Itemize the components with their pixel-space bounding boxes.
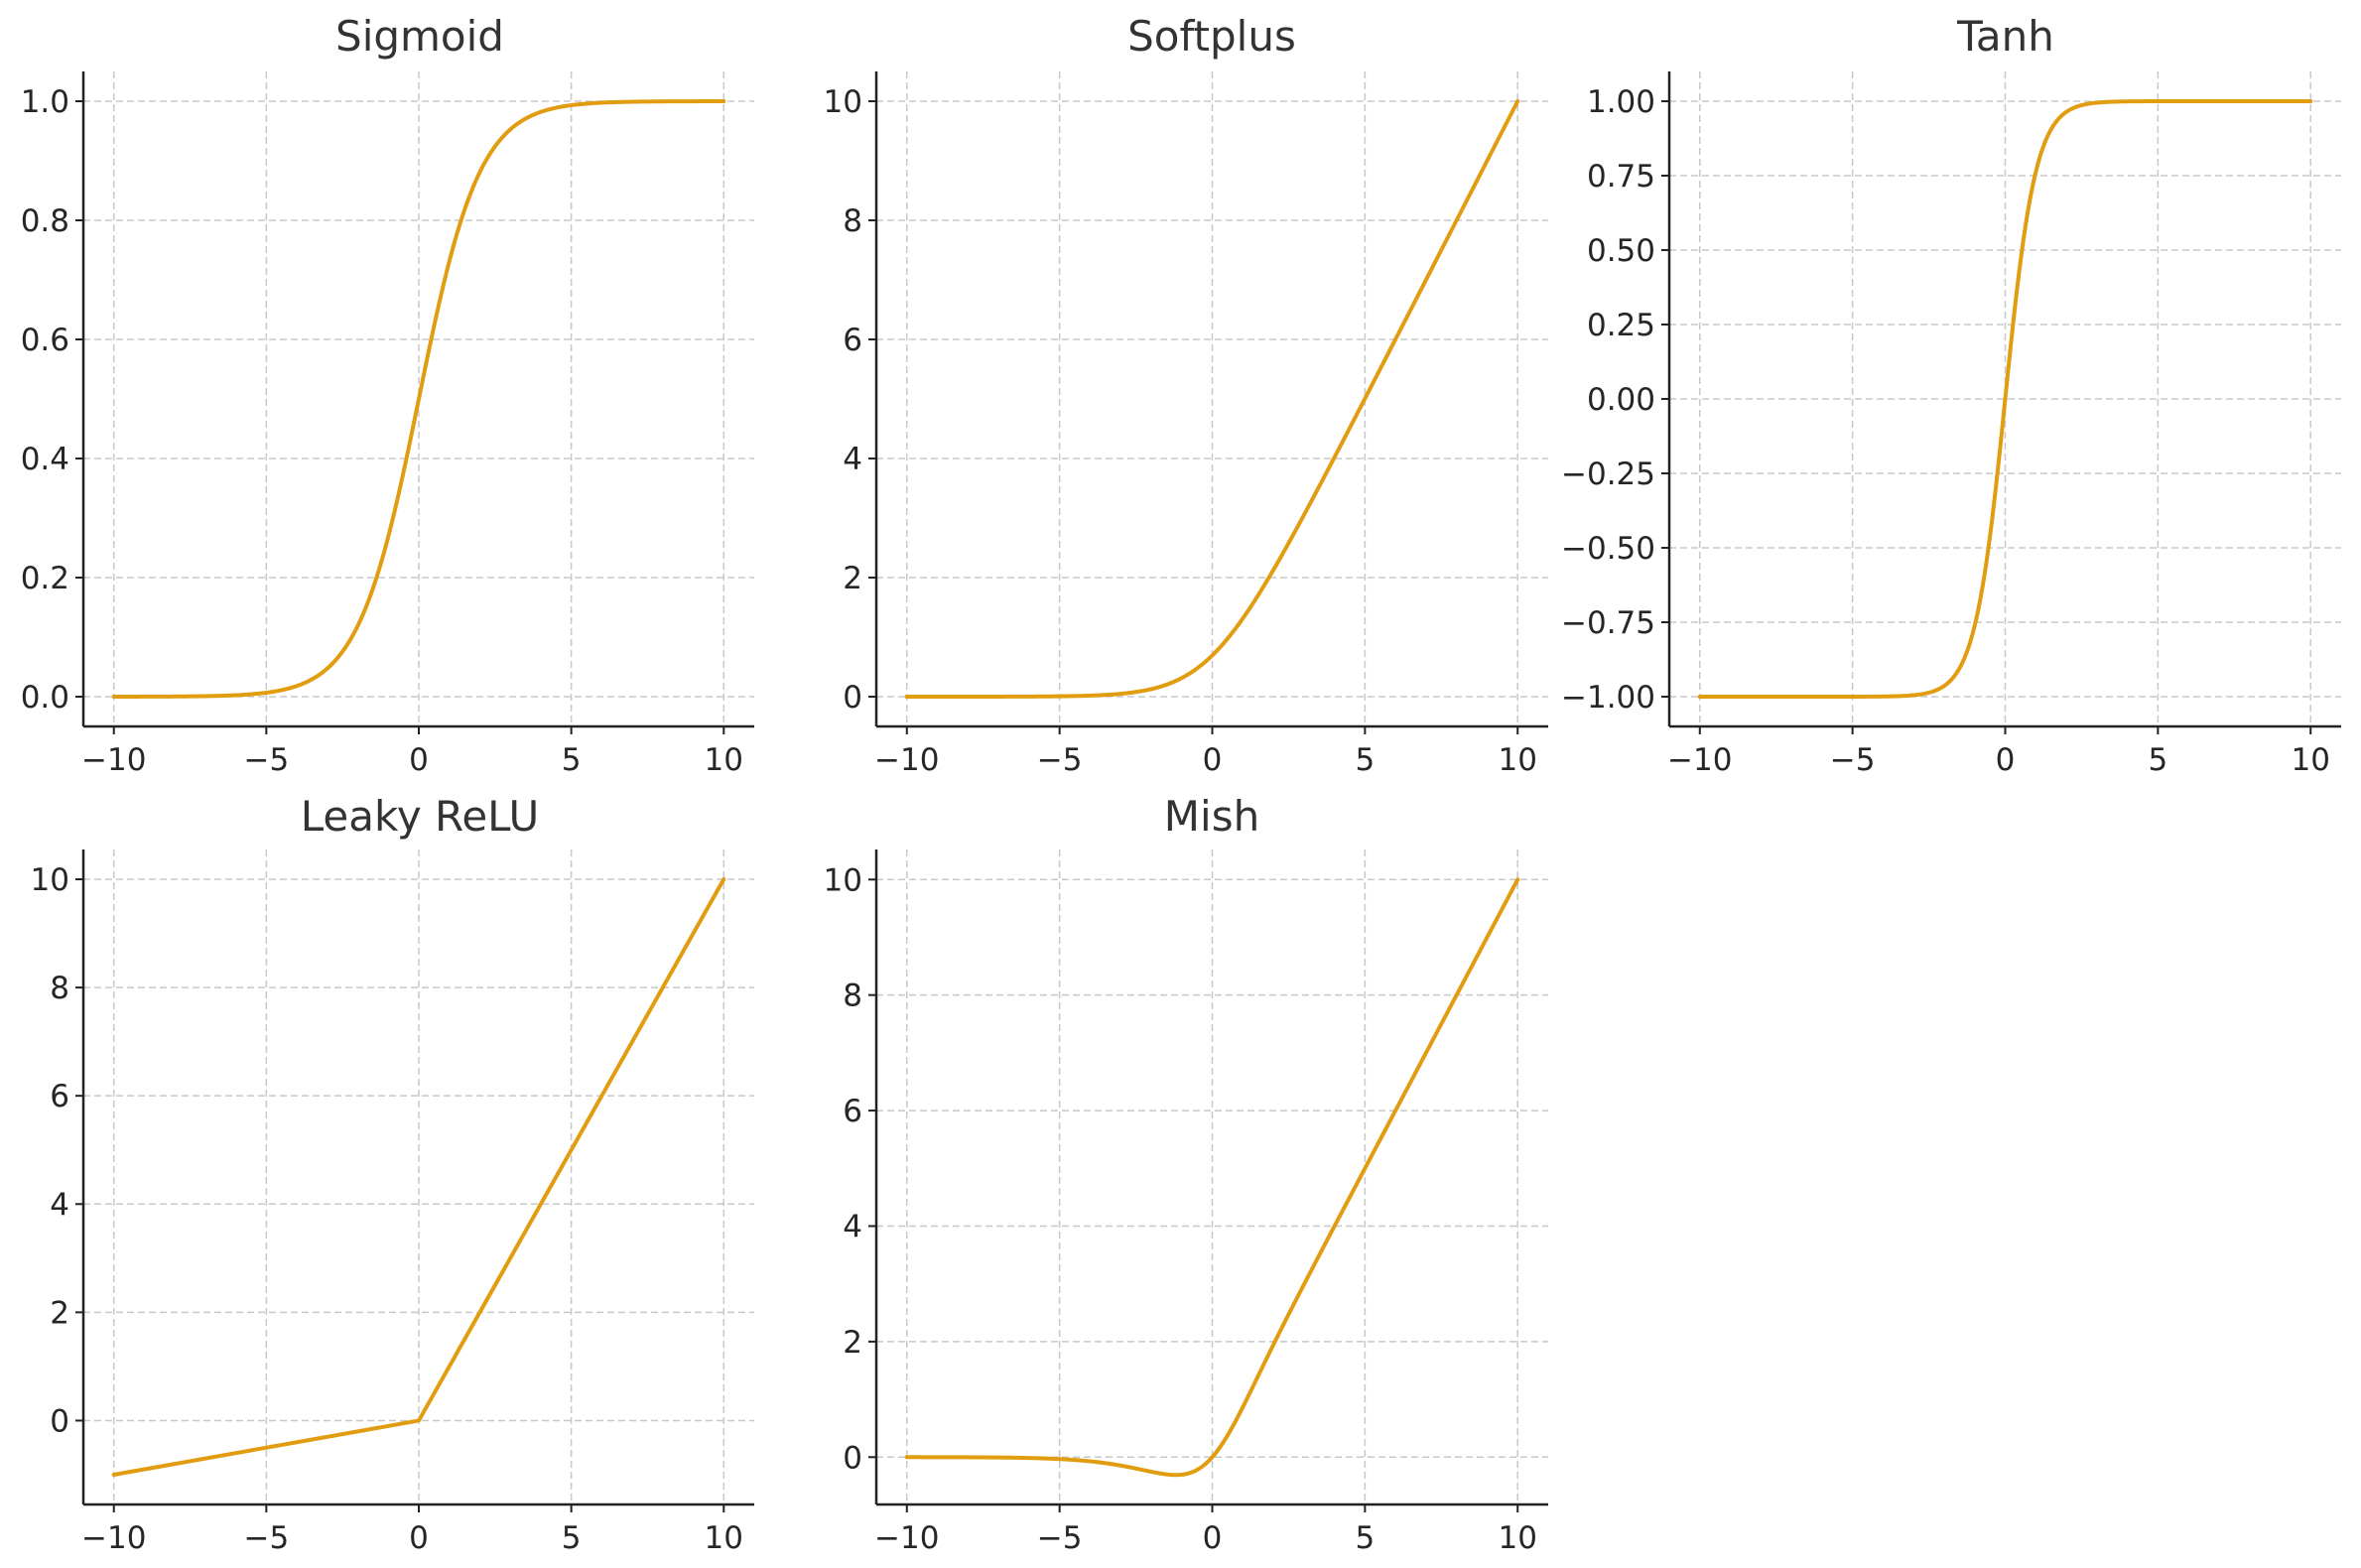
y-tick-label: 8 — [843, 203, 862, 239]
y-tick-label: 2 — [50, 1295, 69, 1331]
y-tick-label: 0.75 — [1587, 159, 1655, 195]
y-tick-label: 6 — [843, 1094, 862, 1129]
y-tick-label: −1.00 — [1561, 680, 1655, 716]
y-tick-label: 0 — [843, 680, 862, 716]
x-tick-label: 10 — [2292, 742, 2330, 778]
chart-leaky-relu: −10 −5 0 5 10 0 2 4 6 8 10 Leaky ReLU — [31, 792, 754, 1556]
chart-title: Tanh — [1956, 12, 2054, 61]
x-tick-label: −10 — [81, 1520, 146, 1556]
series-line-tanh — [1697, 99, 2313, 699]
chart-sigmoid: −10 −5 0 5 10 0.0 0.2 0.4 0.6 0.8 1.0 Sigmoid — [21, 12, 754, 778]
y-tick-label: 8 — [50, 971, 69, 1006]
x-tick-label: −10 — [81, 742, 146, 778]
x-tick-label: 5 — [2148, 742, 2167, 778]
y-tick-label: 6 — [843, 323, 862, 358]
chart-mish: −10 −5 0 5 10 0 2 4 6 8 10 Mish — [824, 792, 1548, 1556]
x-tick-label: 0 — [409, 742, 429, 778]
x-tick-label: −5 — [244, 742, 290, 778]
x-tick-label: 10 — [1499, 742, 1537, 778]
y-tick-label: 0.0 — [21, 680, 69, 716]
x-tick-label: −5 — [1037, 742, 1083, 778]
y-tick-label: 2 — [843, 561, 862, 596]
x-tick-label: 5 — [1355, 1520, 1375, 1556]
y-tick-label: 0.2 — [21, 561, 69, 596]
x-tick-label: 5 — [562, 742, 582, 778]
y-tick-label: 6 — [50, 1079, 69, 1114]
x-tick-label: 10 — [705, 1520, 743, 1556]
chart-title: Sigmoid — [335, 12, 504, 61]
x-tick-label: −5 — [1037, 1520, 1083, 1556]
y-tick-label: 0.6 — [21, 323, 69, 358]
y-tick-label: 4 — [50, 1187, 69, 1223]
chart-title: Leaky ReLU — [301, 792, 539, 841]
y-tick-label: 4 — [843, 442, 862, 477]
y-tick-label: −0.25 — [1561, 457, 1655, 492]
x-tick-label: 10 — [705, 742, 743, 778]
x-tick-label: 5 — [1355, 742, 1375, 778]
y-tick-label: 0.00 — [1587, 382, 1655, 418]
y-tick-label: 0 — [50, 1403, 69, 1439]
x-tick-label: −10 — [874, 742, 939, 778]
y-tick-label: 0.8 — [21, 203, 69, 239]
y-tick-label: 10 — [824, 862, 862, 898]
y-tick-label: 1.00 — [1587, 84, 1655, 120]
y-tick-label: 8 — [843, 979, 862, 1014]
x-tick-label: 5 — [562, 1520, 582, 1556]
y-tick-label: 2 — [843, 1325, 862, 1361]
x-tick-label: 0 — [1996, 742, 2016, 778]
x-tick-label: 0 — [409, 1520, 429, 1556]
chart-tanh: −10 −5 0 5 10 −1.00 −0.75 −0.50 −0.25 0.00 0.25 0.5… — [1561, 12, 2341, 778]
series-line-mish — [904, 877, 1520, 1478]
x-tick-label: 0 — [1203, 1520, 1223, 1556]
series-line-leaky-relu — [111, 877, 726, 1477]
y-tick-label: 10 — [31, 862, 69, 898]
x-tick-label: −10 — [1667, 742, 1732, 778]
y-tick-label: 0 — [843, 1440, 862, 1476]
y-tick-label: 0.50 — [1587, 233, 1655, 269]
y-tick-label: −0.75 — [1561, 605, 1655, 641]
x-tick-label: 0 — [1203, 742, 1223, 778]
x-tick-label: −10 — [874, 1520, 939, 1556]
x-tick-label: −5 — [1830, 742, 1876, 778]
series-line-softplus — [904, 99, 1520, 699]
y-tick-label: 0.25 — [1587, 308, 1655, 343]
y-tick-label: 4 — [843, 1209, 862, 1244]
y-tick-label: 0.4 — [21, 442, 69, 477]
chart-softplus: −10 −5 0 5 10 0 2 4 6 8 10 Softplus — [824, 12, 1548, 778]
series-line-sigmoid — [111, 99, 726, 699]
y-tick-label: −0.50 — [1561, 531, 1655, 567]
chart-title: Softplus — [1127, 12, 1296, 61]
x-tick-label: 10 — [1499, 1520, 1537, 1556]
x-tick-label: −5 — [244, 1520, 290, 1556]
y-tick-label: 10 — [824, 84, 862, 120]
y-tick-label: 1.0 — [21, 84, 69, 120]
chart-title: Mish — [1164, 792, 1259, 841]
